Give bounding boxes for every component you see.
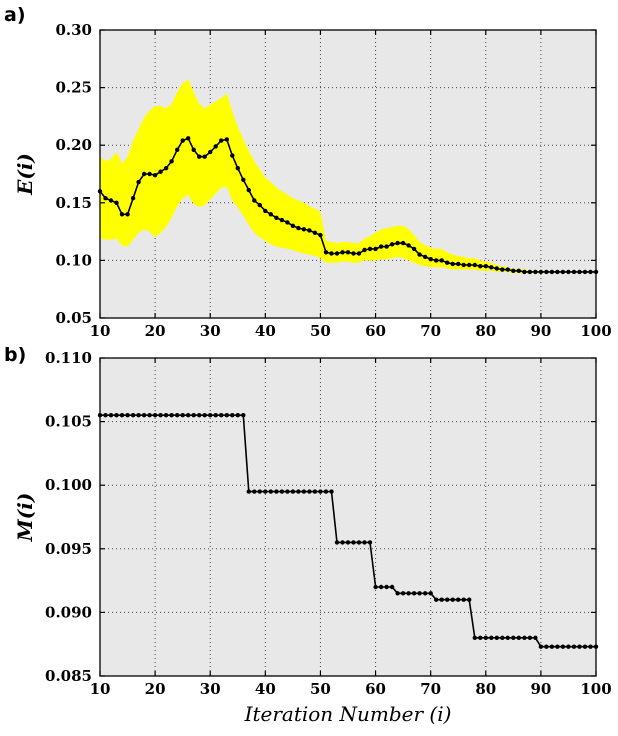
svg-text:90: 90: [530, 680, 551, 698]
svg-text:70: 70: [420, 680, 441, 698]
x-axis-label: Iteration Number (i): [244, 702, 452, 726]
plot-frame: [99, 29, 597, 319]
svg-text:0.05: 0.05: [55, 309, 92, 327]
svg-text:0.110: 0.110: [45, 349, 92, 367]
svg-text:0.095: 0.095: [45, 540, 92, 558]
data-markers: [97, 413, 599, 649]
svg-text:0.30: 0.30: [55, 21, 92, 39]
svg-text:60: 60: [365, 322, 386, 340]
y-tick-labels: 0.085 0.090 0.095 0.100 0.105 0.110: [45, 349, 92, 685]
error-band: [100, 79, 596, 274]
data-markers: [97, 136, 599, 275]
panel-a-label: a): [4, 4, 26, 26]
svg-text:60: 60: [365, 680, 386, 698]
plot-area: [100, 358, 596, 676]
svg-text:0.090: 0.090: [45, 603, 92, 621]
svg-text:0.25: 0.25: [55, 79, 92, 97]
svg-text:80: 80: [475, 322, 496, 340]
tick-marks: [99, 357, 597, 677]
svg-text:20: 20: [145, 322, 166, 340]
svg-text:50: 50: [310, 680, 331, 698]
x-tick-labels: 10 20 30 40 50 60 70 80 90 100: [90, 680, 612, 698]
svg-text:10: 10: [90, 680, 111, 698]
svg-text:70: 70: [420, 322, 441, 340]
svg-text:20: 20: [145, 680, 166, 698]
panel-b-label: b): [4, 344, 27, 366]
svg-text:0.20: 0.20: [55, 136, 92, 154]
svg-text:40: 40: [255, 680, 276, 698]
svg-text:0.105: 0.105: [45, 413, 92, 431]
svg-text:10: 10: [90, 322, 111, 340]
y-axis-label: M(i): [13, 493, 37, 543]
svg-text:90: 90: [530, 322, 551, 340]
tick-marks: [99, 29, 597, 319]
y-tick-labels: 0.05 0.10 0.15 0.20 0.25 0.30: [55, 21, 92, 327]
svg-text:0.10: 0.10: [55, 251, 92, 269]
x-tick-labels: 10 20 30 40 50 60 70 80 90 100: [90, 322, 612, 340]
svg-text:30: 30: [200, 322, 221, 340]
svg-text:0.15: 0.15: [55, 194, 92, 212]
plot-frame: [99, 357, 597, 677]
svg-text:30: 30: [200, 680, 221, 698]
svg-text:0.085: 0.085: [45, 667, 92, 685]
panel-b-chart: 10 20 30 40 50 60 70 80 90 100 0.085 0.090 0.095 0.10…: [13, 349, 612, 698]
svg-text:40: 40: [255, 322, 276, 340]
svg-text:0.100: 0.100: [45, 476, 92, 494]
panel-a-chart: 10 20 30 40 50 60 70 80 90 100 0.05 0.10 0.15 0.20 0.2…: [13, 21, 612, 340]
svg-text:80: 80: [475, 680, 496, 698]
svg-text:100: 100: [580, 680, 611, 698]
y-axis-label: E(i): [13, 153, 37, 196]
svg-text:50: 50: [310, 322, 331, 340]
svg-text:100: 100: [580, 322, 611, 340]
